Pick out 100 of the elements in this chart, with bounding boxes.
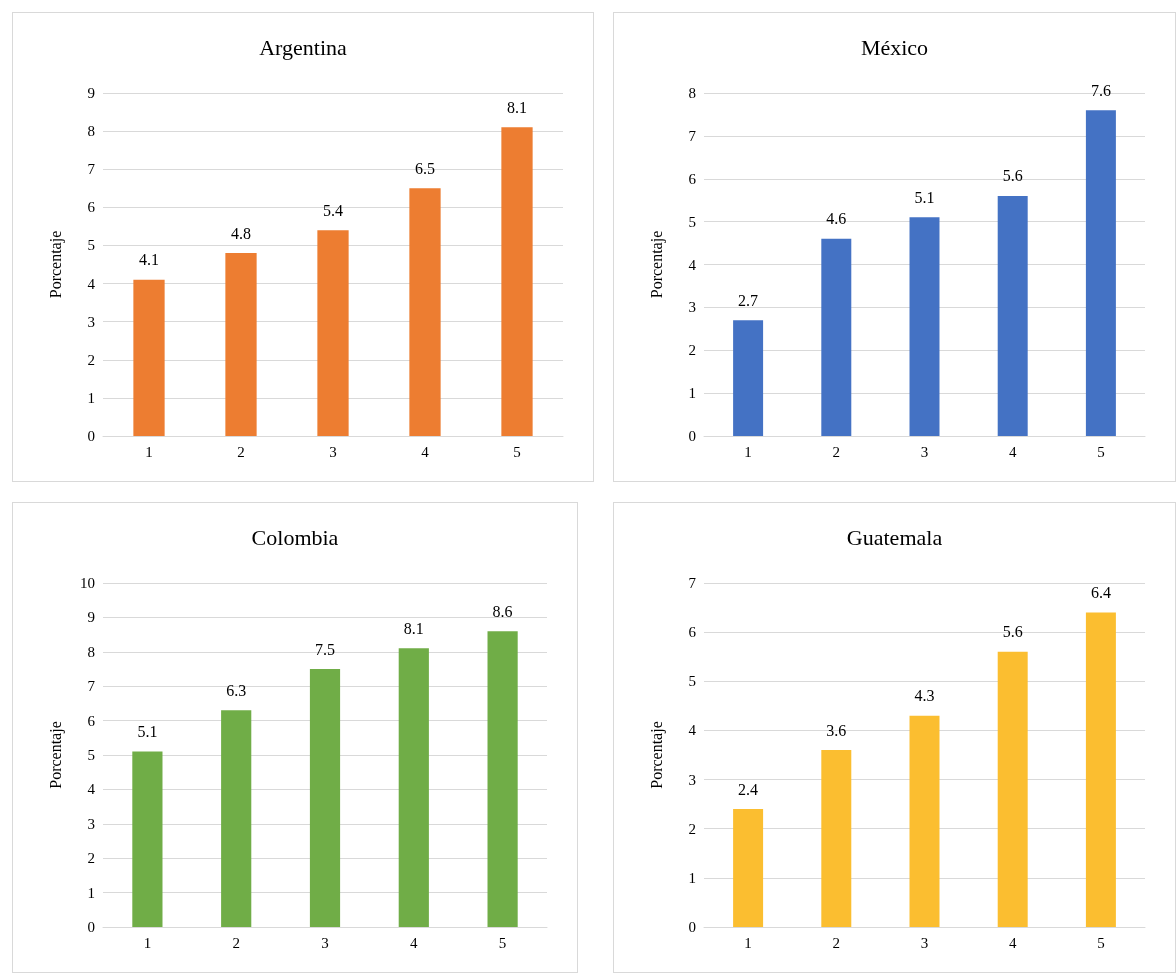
- data-label: 6.3: [226, 681, 247, 699]
- y-tick-label: 1: [688, 869, 696, 886]
- y-tick-label: 8: [87, 123, 95, 140]
- y-tick-label: 1: [87, 884, 95, 901]
- bar: [487, 631, 518, 927]
- chart-title: México: [860, 34, 929, 60]
- x-tick-label: 5: [513, 443, 521, 460]
- y-tick-label: 2: [688, 820, 696, 837]
- data-label: 8.1: [507, 98, 527, 116]
- y-tick-label: 6: [688, 624, 697, 641]
- data-label: 7.6: [1090, 81, 1111, 99]
- y-tick-label: 5: [87, 237, 95, 254]
- y-tick-label: 0: [87, 428, 95, 444]
- x-tick-label: 5: [1097, 443, 1105, 460]
- x-tick-label: 1: [744, 934, 752, 951]
- y-tick-label: 3: [688, 771, 696, 788]
- x-tick-label: 2: [832, 443, 841, 460]
- x-tick-label: 2: [832, 934, 841, 951]
- bar: [821, 750, 852, 927]
- y-tick-label: 7: [688, 575, 697, 591]
- data-label: 3.6: [826, 721, 847, 739]
- bar: [733, 320, 764, 436]
- bar: [909, 217, 940, 436]
- y-tick-label: 5: [688, 673, 696, 690]
- y-tick-label: 0: [87, 919, 95, 935]
- bar: [733, 809, 764, 927]
- y-tick-label: 2: [87, 850, 95, 867]
- data-label: 5.1: [914, 188, 935, 206]
- y-tick-label: 4: [87, 275, 96, 292]
- y-tick-label: 7: [87, 678, 96, 695]
- data-label: 6.4: [1090, 583, 1111, 601]
- y-tick-label: 5: [688, 213, 696, 230]
- data-label: 6.5: [415, 159, 435, 177]
- y-tick-label: 7: [688, 127, 697, 144]
- data-label: 4.1: [139, 251, 159, 269]
- y-axis-title: Porcentaje: [46, 230, 65, 299]
- y-tick-label: 5: [87, 747, 95, 763]
- bar: [132, 751, 163, 927]
- y-tick-label: 8: [688, 85, 696, 101]
- x-tick-label: 4: [1008, 443, 1017, 460]
- data-label: 5.6: [1002, 623, 1023, 641]
- x-tick-label: 2: [232, 934, 240, 951]
- x-tick-label: 1: [145, 443, 153, 460]
- x-tick-label: 3: [329, 443, 337, 460]
- data-label: 4.6: [826, 210, 847, 228]
- chart-title: Guatemala: [846, 524, 943, 550]
- bar: [398, 648, 429, 927]
- y-tick-label: 3: [87, 815, 95, 832]
- y-tick-label: 6: [688, 170, 697, 187]
- bar: [317, 230, 349, 436]
- x-tick-label: 5: [498, 934, 507, 951]
- bar: [909, 715, 940, 927]
- data-label: 5.4: [323, 201, 343, 219]
- x-tick-label: 5: [1097, 934, 1105, 951]
- y-tick-label: 9: [87, 85, 95, 101]
- y-tick-label: 1: [87, 389, 95, 406]
- y-tick-label: 8: [87, 643, 95, 660]
- y-tick-label: 6: [87, 199, 96, 216]
- data-label: 8.1: [403, 619, 424, 637]
- data-label: 4.8: [231, 224, 251, 242]
- bar: [309, 669, 341, 927]
- y-tick-label: 4: [87, 781, 96, 798]
- chart-title: Colombia: [251, 524, 339, 550]
- bar: [221, 710, 252, 927]
- y-tick-label: 2: [87, 351, 95, 368]
- chart-title: Argentina: [259, 34, 348, 60]
- data-label: 2.4: [738, 780, 759, 798]
- y-axis-title: Porcentaje: [647, 721, 666, 789]
- y-tick-label: 0: [688, 428, 696, 444]
- y-tick-label: 2: [688, 342, 696, 359]
- x-tick-label: 4: [421, 443, 430, 460]
- data-label: 7.5: [315, 640, 335, 658]
- y-tick-label: 4: [688, 722, 697, 739]
- bar: [1085, 612, 1116, 927]
- bar: [997, 651, 1028, 927]
- y-tick-label: 4: [688, 256, 697, 273]
- y-tick-label: 6: [87, 712, 96, 729]
- data-label: 8.6: [492, 602, 513, 620]
- y-axis-title: Porcentaje: [46, 721, 65, 789]
- y-tick-label: 10: [80, 575, 95, 591]
- data-label: 5.6: [1002, 167, 1023, 185]
- data-label: 5.1: [137, 723, 158, 741]
- data-label: 4.3: [914, 687, 935, 705]
- y-tick-label: 1: [688, 385, 696, 402]
- data-label: 2.7: [738, 291, 759, 309]
- bar: [821, 238, 852, 436]
- bar: [1085, 110, 1116, 436]
- y-tick-label: 3: [688, 299, 696, 316]
- bar: [997, 195, 1028, 436]
- y-tick-label: 7: [87, 161, 96, 178]
- x-tick-label: 3: [920, 934, 929, 951]
- bar: [225, 253, 257, 436]
- x-tick-label: 3: [920, 443, 929, 460]
- x-tick-label: 4: [410, 934, 419, 951]
- y-axis-title: Porcentaje: [647, 230, 666, 299]
- y-tick-label: 3: [87, 313, 95, 330]
- x-tick-label: 2: [237, 443, 245, 460]
- y-tick-label: 0: [688, 919, 696, 935]
- x-tick-label: 3: [321, 934, 329, 951]
- y-tick-label: 9: [87, 609, 95, 626]
